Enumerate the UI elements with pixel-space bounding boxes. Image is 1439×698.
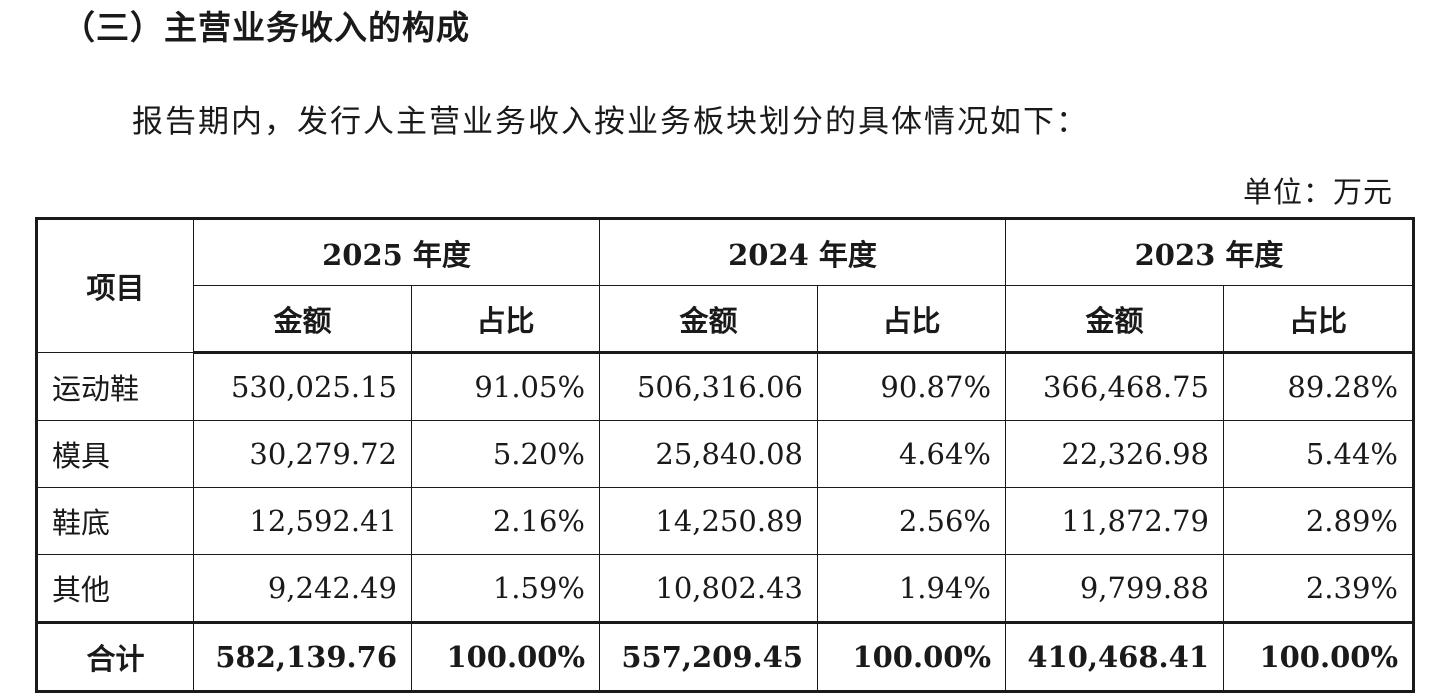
amount-cell: 9,242.49 xyxy=(193,554,412,623)
total-label: 合计 xyxy=(36,621,194,692)
total-share-cell: 100.00% xyxy=(1223,621,1414,692)
share-cell: 1.94% xyxy=(817,554,1006,623)
table-row: 模具 30,279.72 5.20% 25,840.08 4.64% 22,32… xyxy=(36,420,1414,488)
share-cell: 91.05% xyxy=(411,352,600,421)
total-row: 合计 582,139.76 100.00% 557,209.45 100.00%… xyxy=(36,621,1414,692)
year-header-2025: 2025 年度 xyxy=(193,218,600,286)
amount-header: 金额 xyxy=(1005,285,1224,354)
row-label: 运动鞋 xyxy=(36,352,194,421)
header-row-metrics: 金额 占比 金额 占比 金额 占比 xyxy=(37,285,1414,354)
amount-cell: 22,326.98 xyxy=(1005,420,1224,488)
total-share-cell: 100.00% xyxy=(411,621,600,692)
amount-cell: 366,468.75 xyxy=(1005,352,1224,421)
amount-cell: 10,802.43 xyxy=(599,554,818,623)
share-cell: 90.87% xyxy=(817,352,1006,421)
unit-label: 单位：万元 xyxy=(1242,175,1393,209)
amount-cell: 9,799.88 xyxy=(1005,554,1224,623)
row-label: 其他 xyxy=(36,554,194,623)
total-amount-cell: 557,209.45 xyxy=(599,621,818,692)
revenue-table: 项目 2025 年度 2024 年度 2023 年度 金额 占比 金额 占比 金… xyxy=(35,217,1415,693)
row-label: 鞋底 xyxy=(36,487,194,555)
header-row-years: 项目 2025 年度 2024 年度 2023 年度 xyxy=(36,218,1414,353)
intro-paragraph: 报告期内，发行人主营业务收入按业务板块划分的具体情况如下： xyxy=(132,104,1089,140)
amount-cell: 14,250.89 xyxy=(599,487,818,555)
share-header: 占比 xyxy=(411,285,600,354)
amount-cell: 11,872.79 xyxy=(1005,487,1224,555)
share-cell: 1.59% xyxy=(411,554,600,623)
amount-cell: 530,025.15 xyxy=(193,352,412,421)
share-cell: 2.56% xyxy=(817,487,1006,555)
amount-cell: 506,316.06 xyxy=(599,352,818,421)
table-row: 其他 9,242.49 1.59% 10,802.43 1.94% 9,799.… xyxy=(36,554,1414,623)
amount-header: 金额 xyxy=(599,285,818,354)
year-header-2023: 2023 年度 xyxy=(1005,218,1414,286)
total-share-cell: 100.00% xyxy=(817,621,1006,692)
share-cell: 89.28% xyxy=(1223,352,1414,421)
total-amount-cell: 582,139.76 xyxy=(193,621,412,692)
share-header: 占比 xyxy=(817,285,1006,354)
share-cell: 2.16% xyxy=(411,487,600,555)
item-column-header: 项目 xyxy=(36,218,194,353)
table-row: 鞋底 12,592.41 2.16% 14,250.89 2.56% 11,87… xyxy=(36,487,1414,555)
table-row: 运动鞋 530,025.15 91.05% 506,316.06 90.87% … xyxy=(36,352,1414,421)
row-label: 模具 xyxy=(36,420,194,488)
amount-cell: 30,279.72 xyxy=(193,420,412,488)
total-amount-cell: 410,468.41 xyxy=(1005,621,1224,692)
section-heading: （三）主营业务收入的构成 xyxy=(62,8,470,47)
share-cell: 2.89% xyxy=(1223,487,1414,555)
amount-cell: 25,840.08 xyxy=(599,420,818,488)
share-cell: 4.64% xyxy=(817,420,1006,488)
share-cell: 2.39% xyxy=(1223,554,1414,623)
share-cell: 5.44% xyxy=(1223,420,1414,488)
amount-cell: 12,592.41 xyxy=(193,487,412,555)
amount-header: 金额 xyxy=(193,285,412,354)
share-header: 占比 xyxy=(1223,285,1414,354)
year-header-2024: 2024 年度 xyxy=(599,218,1006,286)
share-cell: 5.20% xyxy=(411,420,600,488)
